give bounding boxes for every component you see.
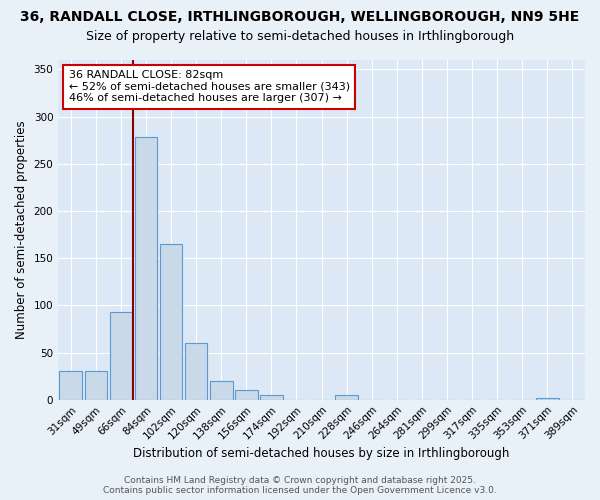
Bar [210,381,233,400]
Text: Size of property relative to semi-detached houses in Irthlingborough: Size of property relative to semi-detach… [86,30,514,43]
Bar [160,244,182,400]
Bar [235,390,257,400]
Bar [260,395,283,400]
Bar [85,372,107,400]
Bar [110,312,132,400]
Bar [335,395,358,400]
Bar [134,138,157,400]
Bar [536,398,559,400]
Text: Contains HM Land Registry data © Crown copyright and database right 2025.
Contai: Contains HM Land Registry data © Crown c… [103,476,497,495]
Text: 36 RANDALL CLOSE: 82sqm
← 52% of semi-detached houses are smaller (343)
46% of s: 36 RANDALL CLOSE: 82sqm ← 52% of semi-de… [69,70,350,103]
Bar [185,343,208,400]
Y-axis label: Number of semi-detached properties: Number of semi-detached properties [15,120,28,339]
Text: 36, RANDALL CLOSE, IRTHLINGBOROUGH, WELLINGBOROUGH, NN9 5HE: 36, RANDALL CLOSE, IRTHLINGBOROUGH, WELL… [20,10,580,24]
X-axis label: Distribution of semi-detached houses by size in Irthlingborough: Distribution of semi-detached houses by … [133,447,510,460]
Bar [59,372,82,400]
